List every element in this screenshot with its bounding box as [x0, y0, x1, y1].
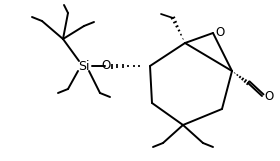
Text: Si: Si	[78, 60, 90, 72]
Text: O: O	[264, 90, 273, 104]
Text: O: O	[102, 58, 111, 71]
Text: O: O	[215, 25, 224, 38]
